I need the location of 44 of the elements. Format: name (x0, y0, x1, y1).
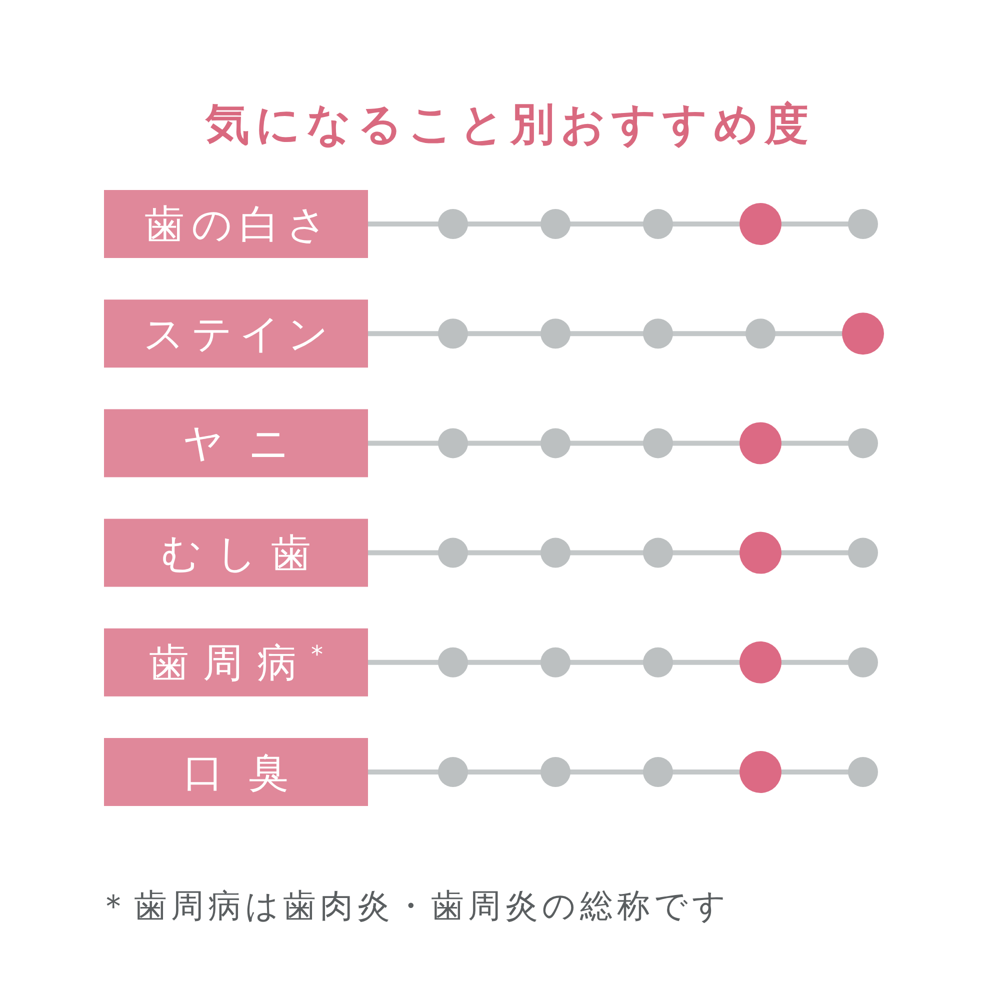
point (540, 538, 570, 568)
category-label: 歯の白さ (104, 190, 368, 258)
point (540, 318, 570, 349)
point (438, 209, 468, 239)
category-label: 歯周病$^{*}$ (104, 628, 368, 696)
point (643, 209, 673, 239)
category-label: ヤニ (104, 409, 368, 478)
point (740, 751, 782, 793)
y-tick-label: 歯の白さ (144, 202, 334, 248)
point (540, 209, 570, 239)
point (438, 647, 468, 678)
point (643, 428, 673, 458)
point (848, 757, 878, 787)
y-tick-label: ステイン (144, 312, 336, 358)
y-tick-label: 口臭 (184, 750, 314, 796)
point (740, 422, 782, 464)
point (438, 538, 468, 568)
point (643, 757, 673, 787)
point (643, 538, 673, 568)
point (540, 757, 570, 787)
category-label: 口臭 (104, 738, 368, 806)
point (643, 318, 673, 349)
point (540, 647, 570, 678)
category-label: ステイン (104, 300, 368, 368)
chart-title: 気になること別おすすめ度 (204, 99, 814, 150)
point (746, 318, 776, 349)
point (848, 428, 878, 458)
y-tick-label: ヤニ (182, 421, 314, 468)
point (848, 538, 878, 568)
y-tick-label: むし歯 (161, 530, 325, 577)
point (842, 312, 884, 355)
point (740, 203, 782, 245)
point (643, 647, 673, 678)
point (848, 209, 878, 239)
point (438, 428, 468, 458)
point (438, 757, 468, 787)
point (540, 428, 570, 458)
point (740, 532, 782, 574)
point (438, 318, 468, 349)
point (848, 647, 878, 678)
category-label: むし歯 (104, 518, 368, 587)
y-tick-label: 歯周病$^{*}$ (149, 640, 337, 686)
point (740, 641, 782, 684)
text: ＊歯周病は歯肉炎・歯周炎の総称です (97, 886, 730, 925)
